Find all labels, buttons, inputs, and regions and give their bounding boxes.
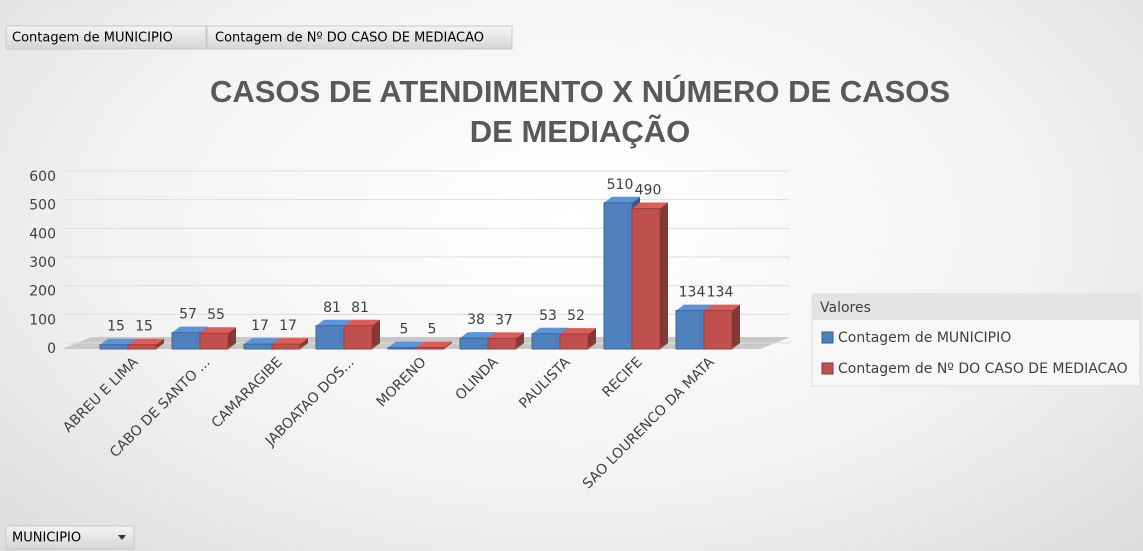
bar-top: [316, 319, 352, 326]
bar: [459, 337, 489, 350]
data-label: 55: [207, 307, 225, 323]
data-label: 134: [707, 285, 734, 301]
legend-swatch: [821, 362, 834, 375]
bar-top: [632, 202, 668, 209]
bar-top: [200, 327, 236, 334]
bar: [487, 337, 517, 350]
bar-top: [488, 332, 524, 339]
bar-top: [532, 327, 568, 334]
bar: [415, 347, 445, 350]
field-button-label: Contagem de MUNICIPIO: [12, 31, 173, 46]
data-label: 37: [495, 312, 513, 328]
x-tick-label: SAO LOURENCO DA MATA: [580, 354, 718, 492]
bar: [127, 344, 157, 350]
bar-side: [660, 202, 668, 349]
field-button[interactable]: [5, 25, 207, 50]
x-tick-label: CAMARAGIBE: [209, 354, 286, 431]
bar: [199, 332, 229, 350]
axis-field-button[interactable]: [5, 525, 135, 550]
x-tick-label: PAULISTA: [516, 354, 574, 412]
bar: [675, 310, 705, 350]
x-tick-label: RECIFE: [599, 354, 645, 400]
y-tick-label: 100: [29, 312, 56, 328]
bar-top: [244, 338, 280, 345]
data-label: 81: [323, 300, 341, 316]
bar-top: [388, 341, 424, 348]
data-label: 17: [251, 318, 269, 334]
chart-title: CASOS DE ATENDIMENTO X NÚMERO DE CASOS D…: [209, 74, 951, 149]
bar: [531, 333, 561, 350]
bar: [387, 347, 417, 350]
bar: [315, 325, 345, 350]
bar: [99, 344, 129, 350]
y-tick-label: 600: [29, 169, 56, 185]
data-label: 15: [135, 319, 153, 335]
data-label: 15: [107, 319, 125, 335]
bar-top: [344, 319, 380, 326]
data-label: 510: [607, 177, 634, 193]
bar: [171, 332, 201, 350]
bar-side: [588, 328, 596, 349]
bar-side: [228, 327, 236, 349]
bar: [271, 343, 301, 350]
dropdown-arrow[interactable]: [118, 535, 126, 540]
bar-side: [444, 341, 452, 349]
bar-top: [460, 332, 496, 339]
bar: [243, 343, 273, 350]
bar-side: [516, 332, 524, 349]
y-tick-label: 300: [29, 255, 56, 271]
bar-side: [300, 338, 308, 349]
bar-side: [372, 319, 380, 349]
x-tick-label: ABREU E LIMA: [60, 354, 142, 436]
y-tick-label: 0: [47, 341, 56, 357]
bar: [343, 325, 373, 350]
data-label: 53: [539, 308, 557, 324]
bar: [559, 333, 589, 350]
bar: [703, 310, 733, 350]
data-label: 52: [567, 308, 585, 324]
bar: [631, 208, 661, 350]
y-tick-label: 400: [29, 226, 56, 242]
y-tick-label: 500: [29, 198, 56, 214]
bar-side: [732, 304, 740, 349]
legend-title: Valores: [820, 300, 871, 316]
data-label: 490: [635, 183, 662, 199]
bar-top: [604, 196, 640, 203]
data-label: 5: [400, 322, 409, 338]
legend-label: Contagem de Nº DO CASO DE MEDIACAO: [838, 361, 1128, 377]
bar-top: [416, 341, 452, 348]
data-label: 17: [279, 318, 297, 334]
data-label: 57: [179, 307, 197, 323]
field-button[interactable]: [206, 25, 513, 50]
legend-label: Contagem de MUNICIPIO: [838, 330, 1011, 346]
bar-top: [128, 338, 164, 345]
y-tick-label: 200: [29, 284, 56, 300]
bar-top: [676, 304, 712, 311]
bar-top: [100, 338, 136, 345]
x-tick-label: MORENO: [374, 354, 430, 410]
field-button-label: Contagem de Nº DO CASO DE MEDIACAO: [215, 31, 484, 46]
bar-side: [156, 338, 164, 349]
data-label: 38: [467, 312, 485, 328]
bar: [603, 202, 633, 350]
data-label: 81: [351, 300, 369, 316]
x-tick-label: OLINDA: [452, 354, 501, 403]
legend-header: [812, 294, 1140, 320]
bar-top: [172, 326, 208, 333]
data-label: 5: [428, 322, 437, 338]
data-label: 134: [679, 285, 706, 301]
bar-top: [704, 304, 740, 311]
axis-field-button-label: MUNICIPIO: [12, 531, 81, 546]
bar-top: [560, 328, 596, 335]
legend-swatch: [821, 331, 834, 344]
bar-top: [272, 338, 308, 345]
